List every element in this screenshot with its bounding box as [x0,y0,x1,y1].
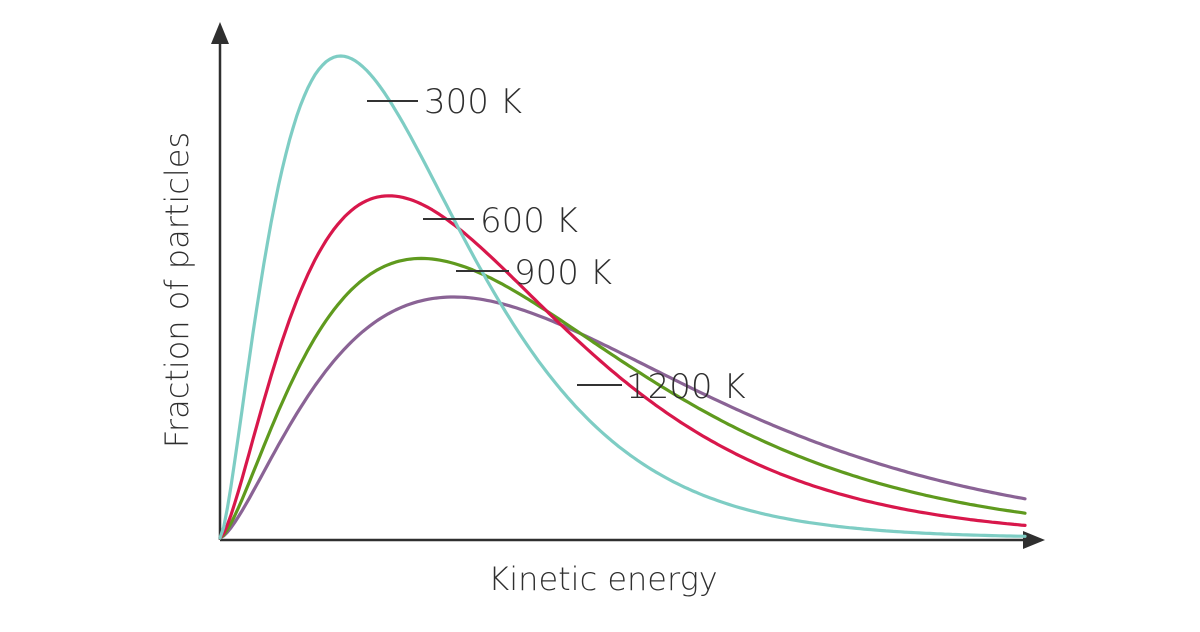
series-label-600k: 600 K [480,201,578,241]
series-label-300k: 300 K [424,82,522,122]
x-axis-arrow [1023,531,1045,549]
curve-1200k [218,295,1027,540]
series-label-900k: 900 K [514,253,612,293]
curve-900k [218,256,1027,540]
y-axis-arrow [211,22,229,44]
series-curves [218,54,1027,540]
curve-300k [218,54,1027,540]
y-axis-title: Fraction of particles [158,132,196,448]
curve-600k [218,194,1027,540]
series-label-1200k: 1200 K [626,367,746,407]
x-axis-title: Kinetic energy [488,560,717,598]
